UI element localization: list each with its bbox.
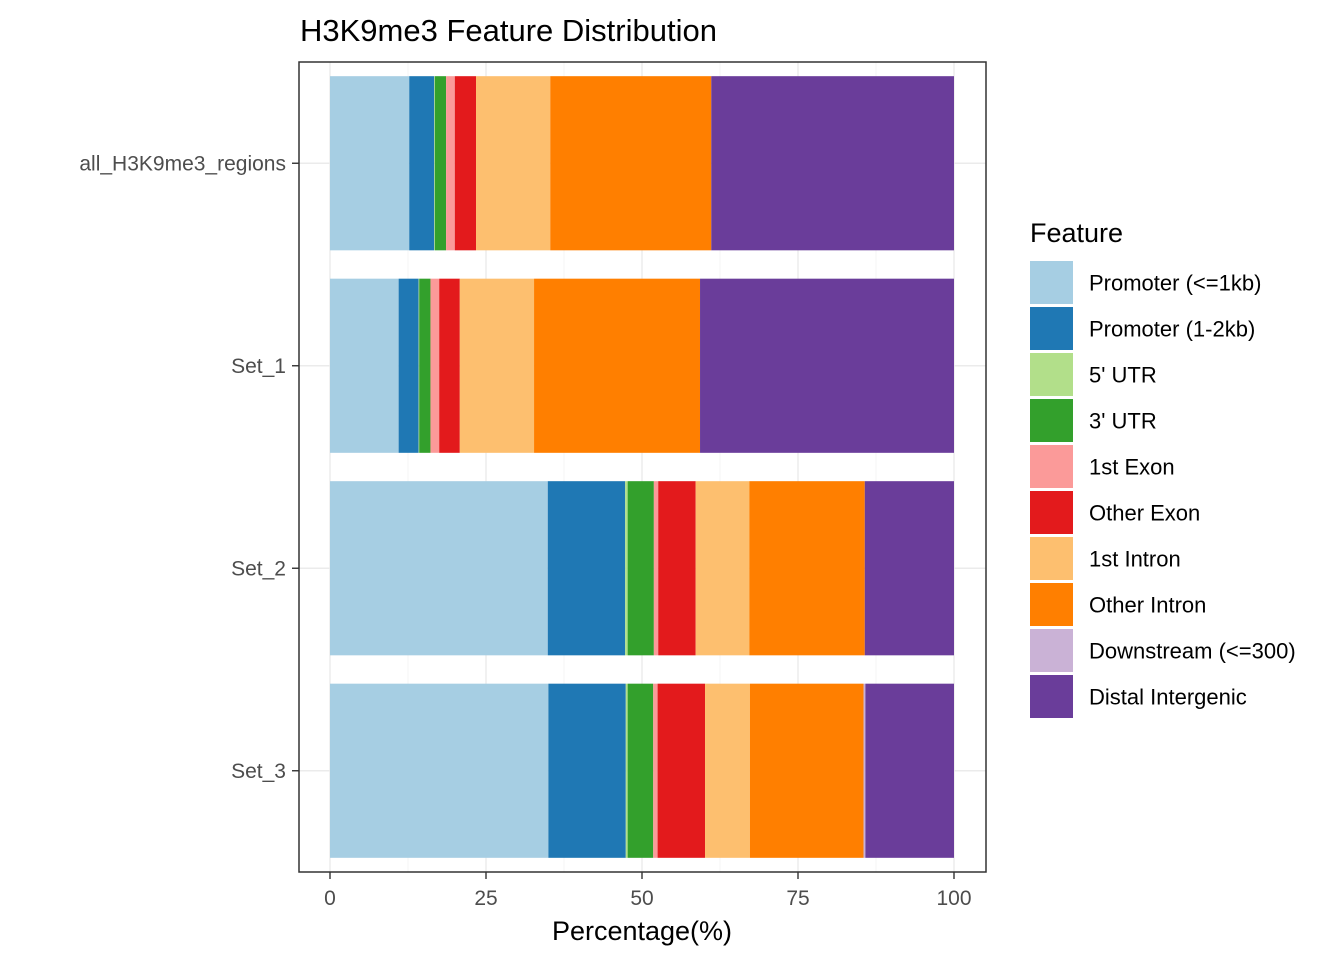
- bar-segment: Set_2 — Promoter (<=1kb): 34.9: [330, 481, 548, 656]
- bar-segment: Set_2 — Distal Intergenic: 14.3: [864, 481, 954, 656]
- bar-segment: Set_2 — Promoter (1-2kb): 12.4: [547, 481, 626, 656]
- bar-segment: Set_3 — Promoter (<=1kb): 35: [330, 683, 549, 858]
- legend-label: 1st Intron: [1089, 547, 1181, 572]
- legend-label: Other Exon: [1089, 501, 1200, 526]
- bar-segment: all_H3K9me3_regions — Distal Intergenic:…: [711, 76, 954, 251]
- bar-segment: Set_2 — 3' UTR: 4.2: [627, 481, 654, 656]
- bar-segment: Set_2 — 1st Intron: 8.6: [695, 481, 750, 656]
- bar-segment: Set_3 — Promoter (1-2kb): 12.4: [548, 683, 626, 858]
- legend-key: [1030, 399, 1073, 442]
- bar-segment: all_H3K9me3_regions — Other Intron: 25.8: [550, 76, 712, 251]
- legend-key: [1030, 307, 1073, 350]
- bar-segment: all_H3K9me3_regions — 1st Exon: 1.4: [446, 76, 455, 251]
- legend: Promoter (<=1kb) Promoter (1-2kb) 5' UTR 3'…: [1030, 261, 1296, 718]
- x-axis-label: Percentage(%): [552, 916, 732, 946]
- bar-segment: Set_3 — Other Intron: 18.2: [749, 683, 864, 858]
- legend-title: Feature: [1030, 218, 1123, 248]
- bar-segment: Set_2 — Other Intron: 18.5: [749, 481, 865, 656]
- legend-key: [1030, 353, 1073, 396]
- bar-segment: all_H3K9me3_regions — 5' UTR: 0.1: [434, 76, 435, 251]
- bar-segment: all_H3K9me3_regions — Promoter (1-2kb): …: [409, 76, 435, 251]
- legend-key: [1030, 491, 1073, 534]
- bar-segment: Set_3 — 3' UTR: 4.1: [627, 683, 654, 858]
- legend-label: Promoter (<=1kb): [1089, 271, 1261, 296]
- x-tick-label: 0: [324, 887, 336, 910]
- legend-key: [1030, 261, 1073, 304]
- legend-label: Other Intron: [1089, 593, 1206, 618]
- y-tick-label: Set_2: [231, 557, 286, 580]
- axis-layer: 0 25 50 75 100 all_H3K9me3_regions Set_1 Set_2 S…: [79, 152, 971, 910]
- legend-key: [1030, 675, 1073, 718]
- legend-label: 1st Exon: [1089, 455, 1175, 480]
- chart-title: H3K9me3 Feature Distribution: [300, 13, 717, 48]
- bar-segment: Set_1 — Promoter (1-2kb): 3.2: [398, 278, 419, 453]
- legend-key: [1030, 537, 1073, 580]
- bar-segment: Set_3 — 1st Intron: 7.2: [705, 683, 750, 858]
- bar-segment: all_H3K9me3_regions — Promoter (<=1kb): …: [330, 76, 410, 251]
- legend-key: [1030, 629, 1073, 672]
- x-tick-label: 25: [474, 887, 497, 910]
- bar-segment: Set_1 — 5' UTR: 0.1: [418, 278, 420, 453]
- bars-layer: all_H3K9me3_regions — Promoter (<=1kb): …: [330, 76, 954, 858]
- x-tick-label: 75: [786, 887, 809, 910]
- bar-segment: Set_2 — Other Exon: 6: [658, 481, 696, 656]
- y-tick-label: Set_3: [231, 760, 286, 783]
- legend-label: Downstream (<=300): [1089, 639, 1296, 664]
- bar-segment: Set_1 — Distal Intergenic: 40.7: [700, 278, 954, 453]
- bar-segment: all_H3K9me3_regions — 3' UTR: 1.8: [434, 76, 447, 251]
- x-tick-label: 100: [936, 887, 971, 910]
- bar-segment: Set_1 — 1st Exon: 1.4: [430, 278, 440, 453]
- bar-segment: Set_1 — Other Exon: 3.3: [439, 278, 460, 453]
- x-tick-label: 50: [630, 887, 653, 910]
- y-tick-label: all_H3K9me3_regions: [79, 152, 286, 175]
- bar-segment: Set_1 — Other Intron: 26.6: [534, 278, 701, 453]
- legend-key: [1030, 583, 1073, 626]
- bar-segment: Set_1 — 3' UTR: 1.8: [419, 278, 431, 453]
- y-tick-label: Set_1: [231, 355, 286, 378]
- bar-segment: Set_1 — 1st Intron: 11.9: [459, 278, 535, 453]
- legend-label: Promoter (1-2kb): [1089, 317, 1255, 342]
- bar-segment: Set_3 — 1st Exon: 0.7: [653, 683, 658, 858]
- bar-segment: all_H3K9me3_regions — 1st Intron: 11.9: [476, 76, 551, 251]
- bar-segment: all_H3K9me3_regions — Other Exon: 3.4: [454, 76, 477, 251]
- bar-segment: Set_3 — Downstream (<=300): 0.3: [863, 683, 866, 858]
- legend-key: [1030, 445, 1073, 488]
- bar-segment: Set_1 — Promoter (<=1kb): 11: [330, 278, 399, 453]
- bar-segment: Set_2 — 1st Exon: 0.7: [653, 481, 659, 656]
- bar-segment: Set_3 — 5' UTR: 0.3: [625, 683, 628, 858]
- legend-label: 5' UTR: [1089, 363, 1157, 388]
- legend-label: 3' UTR: [1089, 409, 1157, 434]
- legend-label: Distal Intergenic: [1089, 685, 1247, 710]
- bar-segment: Set_3 — Other Exon: 7.6: [657, 683, 706, 858]
- bar-segment: Set_2 — 5' UTR: 0.4: [625, 481, 628, 656]
- bar-segment: Set_3 — Distal Intergenic: 14.2: [865, 683, 954, 858]
